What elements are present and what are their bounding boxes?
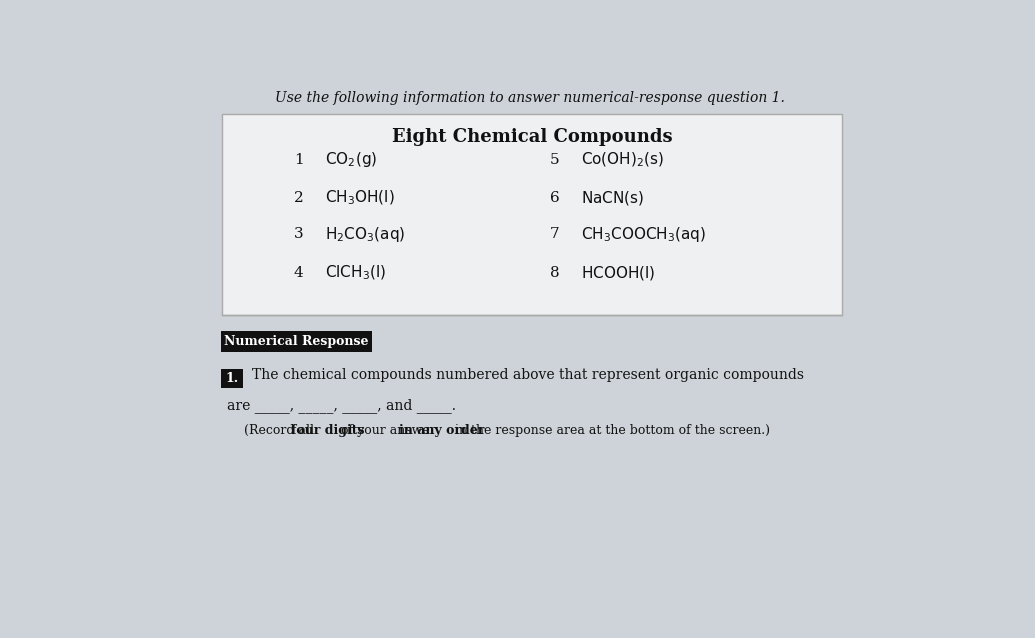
Text: The chemical compounds numbered above that represent organic compounds: The chemical compounds numbered above th… [252, 368, 804, 382]
Text: in any order: in any order [400, 424, 484, 437]
Text: Numerical Response: Numerical Response [225, 335, 368, 348]
Text: of your answer: of your answer [337, 424, 440, 437]
Text: (Record all: (Record all [244, 424, 318, 437]
Text: Eight Chemical Compounds: Eight Chemical Compounds [392, 128, 673, 145]
Text: $\mathregular{NaCN(s)}$: $\mathregular{NaCN(s)}$ [582, 189, 645, 207]
Text: 1: 1 [294, 152, 303, 167]
Text: 1.: 1. [226, 373, 238, 385]
Text: 3: 3 [294, 227, 303, 241]
Text: are _____, _____, _____, and _____.: are _____, _____, _____, and _____. [227, 398, 456, 413]
Text: 6: 6 [550, 191, 560, 205]
Text: $\mathregular{H_2CO_3(aq)}$: $\mathregular{H_2CO_3(aq)}$ [325, 225, 405, 244]
Text: 7: 7 [550, 227, 560, 241]
Text: $\mathregular{CO_2(g)}$: $\mathregular{CO_2(g)}$ [325, 150, 377, 169]
Text: $\mathregular{HCOOH(l)}$: $\mathregular{HCOOH(l)}$ [582, 264, 655, 282]
Text: 4: 4 [294, 266, 303, 280]
Text: Use the following information to answer numerical-response question 1.: Use the following information to answer … [275, 91, 785, 105]
Text: in the response area at the bottom of the screen.): in the response area at the bottom of th… [450, 424, 770, 437]
Text: 5: 5 [550, 152, 560, 167]
Text: 8: 8 [550, 266, 560, 280]
Text: 2: 2 [294, 191, 303, 205]
Text: $\mathregular{CH_3OH(l)}$: $\mathregular{CH_3OH(l)}$ [325, 189, 394, 207]
FancyBboxPatch shape [223, 114, 842, 315]
Text: $\mathregular{Co(OH)_2(s)}$: $\mathregular{Co(OH)_2(s)}$ [582, 151, 664, 169]
FancyBboxPatch shape [220, 330, 372, 352]
Text: $\mathregular{CH_3COOCH_3(aq)}$: $\mathregular{CH_3COOCH_3(aq)}$ [582, 225, 707, 244]
FancyBboxPatch shape [220, 369, 242, 389]
Text: four digits: four digits [291, 424, 364, 437]
Text: $\mathregular{ClCH_3(l)}$: $\mathregular{ClCH_3(l)}$ [325, 263, 386, 282]
